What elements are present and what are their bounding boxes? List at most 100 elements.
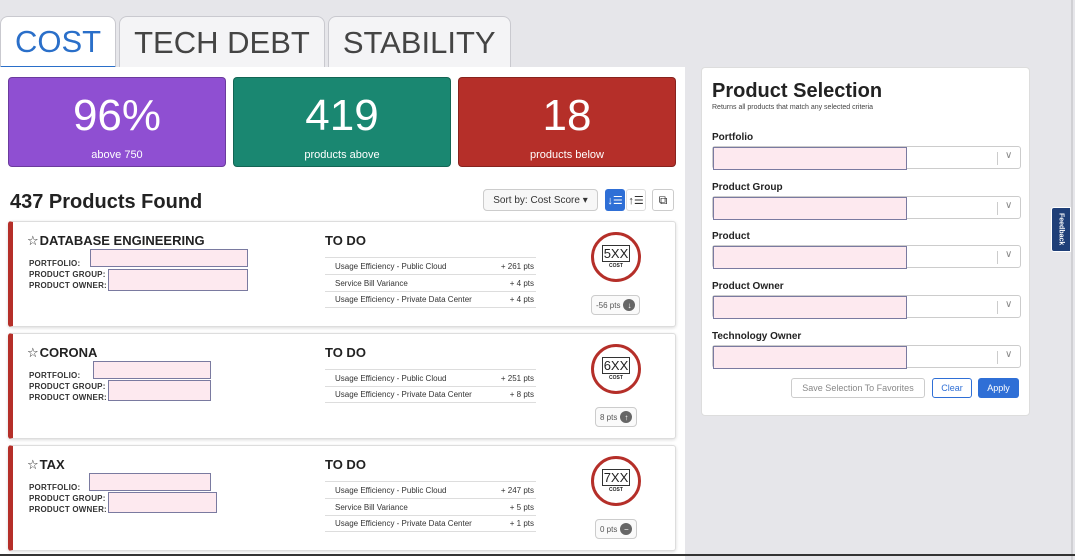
product-group-field-label: Product Group xyxy=(712,182,783,193)
portfolio-label: PORTFOLIO: xyxy=(29,483,81,492)
score-value: 6XX xyxy=(601,357,631,374)
star-icon[interactable]: ☆ xyxy=(27,345,39,360)
todo-item: Usage Efficiency - Public Cloud + 261 pts xyxy=(325,257,536,274)
tab-bar: COST TECH DEBT STABILITY xyxy=(0,16,514,68)
product-selection-panel: Product Selection Returns all products t… xyxy=(701,67,1030,416)
chevron-down-icon: ∨ xyxy=(1005,299,1013,310)
main-panel: 96% above 750 419 products above 18 prod… xyxy=(0,67,685,560)
product-owner-label: PRODUCT OWNER: xyxy=(29,505,107,514)
points-delta-value: -56 pts xyxy=(596,300,621,310)
todo-label: Service Bill Variance xyxy=(335,278,408,288)
todo-points: + 261 pts xyxy=(500,261,534,271)
score-value: 5XX xyxy=(601,245,631,262)
score-label: COST xyxy=(609,375,623,381)
product-owner-field-label: Product Owner xyxy=(712,281,784,292)
kpi-row: 96% above 750 419 products above 18 prod… xyxy=(8,77,683,167)
kpi-label: products above xyxy=(304,149,380,161)
feedback-tab[interactable]: Feedback xyxy=(1051,207,1071,252)
chevron-down-icon: ∨ xyxy=(1005,349,1013,360)
page-edge xyxy=(1071,0,1073,560)
product-group-select[interactable]: ∨ xyxy=(712,196,1021,220)
chevron-down-icon: ∨ xyxy=(1005,249,1013,260)
product-card: ☆TAX PORTFOLIO: PRODUCT GROUP: PRODUCT O… xyxy=(8,445,676,551)
kpi-label: products below xyxy=(530,149,604,161)
cost-score-badge: 7XX COST xyxy=(591,456,641,506)
star-icon[interactable]: ☆ xyxy=(27,233,39,248)
kpi-label: above 750 xyxy=(91,149,143,161)
todo-label: Usage Efficiency - Private Data Center xyxy=(335,295,472,304)
redacted-value xyxy=(713,147,907,170)
portfolio-label: PORTFOLIO: xyxy=(29,371,81,380)
todo-points: + 5 pts xyxy=(509,502,534,512)
sort-descending-icon[interactable]: ↓☰ xyxy=(605,189,625,211)
todo-item: Usage Efficiency - Public Cloud + 251 pts xyxy=(325,369,536,386)
panel-subtitle: Returns all products that match any sele… xyxy=(712,104,874,111)
tab-stability[interactable]: STABILITY xyxy=(327,16,511,68)
product-select[interactable]: ∨ xyxy=(712,245,1021,269)
todo-item: Usage Efficiency - Private Data Center + … xyxy=(325,515,536,532)
product-card: ☆DATABASE ENGINEERING PORTFOLIO: PRODUCT… xyxy=(8,221,676,327)
redacted-owner xyxy=(108,492,217,513)
chevron-down-icon: ∨ xyxy=(1005,200,1013,211)
save-favorites-button[interactable]: Save Selection To Favorites xyxy=(791,378,925,398)
todo-title: TO DO xyxy=(325,457,366,472)
todo-item: Usage Efficiency - Public Cloud + 247 pts xyxy=(325,481,536,498)
sort-dropdown[interactable]: Sort by: Cost Score ▾ xyxy=(483,189,598,211)
todo-list: Usage Efficiency - Public Cloud + 251 pts… xyxy=(325,369,536,403)
product-name: CORONA xyxy=(39,345,98,360)
todo-item: Usage Efficiency - Private Data Center + … xyxy=(325,386,536,403)
score-label: COST xyxy=(609,263,623,269)
product-owner-label: PRODUCT OWNER: xyxy=(29,393,107,402)
panel-title: Product Selection xyxy=(712,80,883,102)
todo-label: Usage Efficiency - Public Cloud xyxy=(335,261,447,271)
divider xyxy=(0,554,1075,556)
list-header: 437 Products Found Sort by: Cost Score ▾… xyxy=(10,189,675,215)
points-delta: 0 pts − xyxy=(595,519,638,539)
todo-label: Service Bill Variance xyxy=(335,502,408,512)
clear-button[interactable]: Clear xyxy=(932,378,972,398)
todo-points: + 4 pts xyxy=(509,295,534,304)
product-owner-label: PRODUCT OWNER: xyxy=(29,281,107,290)
todo-points: + 251 pts xyxy=(500,373,534,383)
todo-item: Usage Efficiency - Private Data Center + … xyxy=(325,291,536,308)
kpi-above-750: 96% above 750 xyxy=(8,77,226,167)
technology-owner-select[interactable]: ∨ xyxy=(712,345,1021,369)
kpi-products-below: 18 products below xyxy=(458,77,676,167)
points-delta-value: 8 pts xyxy=(600,412,618,422)
star-icon[interactable]: ☆ xyxy=(27,457,39,472)
score-label: COST xyxy=(609,487,623,493)
todo-list: Usage Efficiency - Public Cloud + 261 pts… xyxy=(325,257,536,308)
redacted-portfolio xyxy=(90,249,248,267)
kpi-value: 18 xyxy=(542,91,592,140)
product-card: ☆CORONA PORTFOLIO: PRODUCT GROUP: PRODUC… xyxy=(8,333,676,439)
copy-icon[interactable]: ⧉ xyxy=(652,189,674,211)
apply-button[interactable]: Apply xyxy=(978,378,1019,398)
sort-ascending-icon[interactable]: ↑☰ xyxy=(626,189,646,211)
todo-label: Usage Efficiency - Public Cloud xyxy=(335,373,447,383)
product-group-label: PRODUCT GROUP: xyxy=(29,494,106,503)
redacted-value xyxy=(713,197,907,220)
product-owner-select[interactable]: ∨ xyxy=(712,295,1021,319)
tab-cost[interactable]: COST xyxy=(0,16,117,68)
technology-owner-field-label: Technology Owner xyxy=(712,331,802,342)
cost-score-badge: 5XX COST xyxy=(591,232,641,282)
redacted-value xyxy=(713,296,907,319)
tab-tech-debt[interactable]: TECH DEBT xyxy=(119,16,325,68)
portfolio-select[interactable]: ∨ xyxy=(712,146,1021,170)
product-group-label: PRODUCT GROUP: xyxy=(29,270,106,279)
kpi-value: 419 xyxy=(305,91,379,140)
chevron-down-icon: ∨ xyxy=(1005,150,1013,161)
redacted-owner xyxy=(108,269,248,291)
product-field-label: Product xyxy=(712,231,750,242)
todo-points: + 4 pts xyxy=(509,278,534,288)
products-found-count: 437 Products Found xyxy=(10,191,203,213)
todo-list: Usage Efficiency - Public Cloud + 247 pts… xyxy=(325,481,536,532)
points-delta: -56 pts ↓ xyxy=(591,295,641,315)
todo-item: Service Bill Variance + 5 pts xyxy=(325,498,536,515)
todo-points: + 247 pts xyxy=(500,485,534,495)
todo-points: + 8 pts xyxy=(509,390,534,399)
points-delta-value: 0 pts xyxy=(600,524,618,534)
product-name: TAX xyxy=(39,457,65,472)
todo-title: TO DO xyxy=(325,345,366,360)
redacted-owner xyxy=(108,380,211,401)
